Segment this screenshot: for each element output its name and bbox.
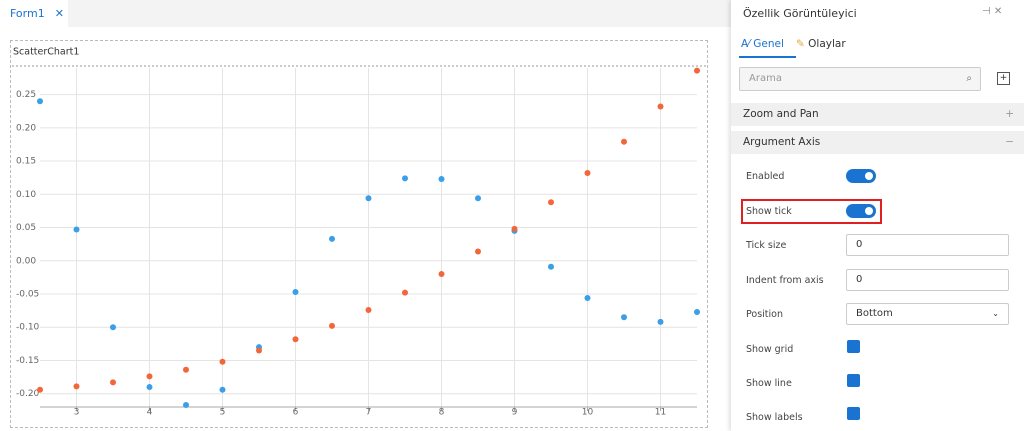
- scatter-point: [475, 195, 481, 202]
- property-label: Position: [746, 309, 783, 320]
- panel-pin[interactable]: ⊣ ✕: [982, 6, 1003, 17]
- text-input[interactable]: 0: [846, 234, 1009, 256]
- property-label: Tick size: [746, 240, 787, 251]
- scatter-point: [621, 314, 627, 321]
- add-button[interactable]: +: [997, 72, 1010, 85]
- tab-close[interactable]: ✕: [54, 7, 64, 20]
- y-tick-label: 0.25: [16, 90, 36, 100]
- scatter-point: [37, 98, 43, 105]
- x-tick-label: 4: [147, 408, 153, 418]
- x-tick-label: 11: [655, 408, 666, 418]
- tab[interactable]: Form1 ✕: [0, 0, 68, 27]
- scatter-point: [694, 67, 700, 74]
- tab-underline: [739, 56, 796, 58]
- highlight-box: [741, 199, 882, 224]
- section-header[interactable]: Zoom and Pan +: [731, 103, 1024, 126]
- property-panel: Özellik Görüntüleyici ⊣ ✕ A⁄ Genel ✎ Ola…: [731, 0, 1024, 431]
- y-tick-label: 0.10: [16, 190, 36, 200]
- scatter-point: [475, 248, 481, 255]
- x-tick-label: 3: [74, 408, 80, 418]
- tab-title: Form1: [10, 7, 45, 20]
- scatter-point: [329, 235, 335, 242]
- panel-title: Özellik Görüntüleyici: [743, 7, 857, 20]
- scatter-point: [292, 336, 299, 343]
- section-title: Argument Axis: [743, 136, 821, 148]
- scatter-point: [219, 358, 226, 365]
- tab-olaylar[interactable]: ✎ Olaylar: [796, 38, 846, 50]
- scatter-point: [110, 379, 116, 386]
- checkbox[interactable]: [847, 407, 860, 420]
- scatter-point: [256, 347, 262, 354]
- property-label: Show tick: [746, 206, 792, 217]
- property-label: Show grid: [746, 344, 794, 355]
- y-tick-label: -0.15: [16, 356, 39, 366]
- checkbox[interactable]: [847, 374, 860, 387]
- scatter-point: [621, 138, 627, 145]
- chart-name: ScatterChart1: [13, 47, 79, 58]
- y-tick-label: -0.05: [16, 290, 39, 300]
- scatter-point: [219, 386, 226, 393]
- x-tick-label: 8: [439, 408, 445, 418]
- scatter-point: [110, 324, 116, 331]
- tab-bar: [0, 0, 731, 27]
- y-tick-label: -0.20: [16, 389, 40, 399]
- scatter-point: [402, 289, 408, 296]
- dropdown-value: Bottom: [856, 308, 893, 319]
- y-tick-label: 0.15: [16, 157, 36, 167]
- section-header[interactable]: Argument Axis −: [731, 131, 1024, 154]
- scatter-point: [183, 366, 189, 373]
- search-box[interactable]: Arama ⌕: [739, 67, 981, 91]
- chart: ScatterChart1 -0.20 -0.15 -0.10 -0.05 0.00 0.…: [12, 47, 707, 418]
- y-tick-label: 0.20: [16, 123, 36, 133]
- scatter-point: [438, 176, 445, 183]
- scatter-point: [657, 318, 664, 325]
- scatter-point: [292, 289, 299, 296]
- property-label: Enabled: [746, 171, 785, 182]
- dropdown[interactable]: Bottom ⌄: [846, 303, 1009, 325]
- x-tick-label: 10: [582, 408, 594, 418]
- tab-label: Genel: [753, 38, 784, 50]
- scatter-point: [365, 195, 372, 202]
- scatter-point: [584, 294, 591, 301]
- scatter-point: [146, 384, 153, 391]
- section-title: Zoom and Pan: [743, 108, 819, 120]
- toggle[interactable]: [846, 204, 876, 218]
- x-tick-label: 5: [220, 408, 226, 418]
- x-tick-label: 6: [293, 408, 299, 418]
- x-tick-label: 7: [366, 408, 372, 418]
- scatter-point: [548, 199, 554, 206]
- scatter-point: [511, 225, 518, 232]
- scatter-point: [146, 373, 153, 380]
- scatter-point: [657, 103, 664, 110]
- text-input[interactable]: 0: [846, 269, 1009, 291]
- scatter-point: [183, 402, 189, 409]
- scatter-point: [694, 308, 700, 315]
- scatter-point: [402, 175, 408, 182]
- form-surface: [10, 40, 708, 428]
- property-label: Indent from axis: [746, 275, 824, 286]
- tab-genel[interactable]: A⁄ Genel: [741, 38, 784, 50]
- scatter-point: [365, 306, 372, 313]
- y-tick-label: 0.05: [16, 223, 36, 233]
- checkbox[interactable]: [847, 340, 860, 353]
- property-label: Show labels: [746, 412, 803, 423]
- scatter-point: [548, 263, 554, 270]
- scatter-point: [329, 322, 335, 329]
- y-tick-label: -0.10: [16, 323, 40, 333]
- property-label: Show line: [746, 378, 792, 389]
- toggle[interactable]: [846, 169, 876, 183]
- scatter-point: [37, 386, 43, 393]
- scatter-point: [73, 226, 80, 233]
- y-tick-label: 0.00: [16, 256, 36, 266]
- scatter-point: [438, 271, 445, 278]
- scatter-point: [584, 170, 591, 177]
- x-tick-label: 9: [512, 408, 518, 418]
- search-placeholder: Arama: [749, 73, 782, 84]
- scatter-point: [73, 383, 80, 390]
- tab-label: Olaylar: [808, 38, 846, 50]
